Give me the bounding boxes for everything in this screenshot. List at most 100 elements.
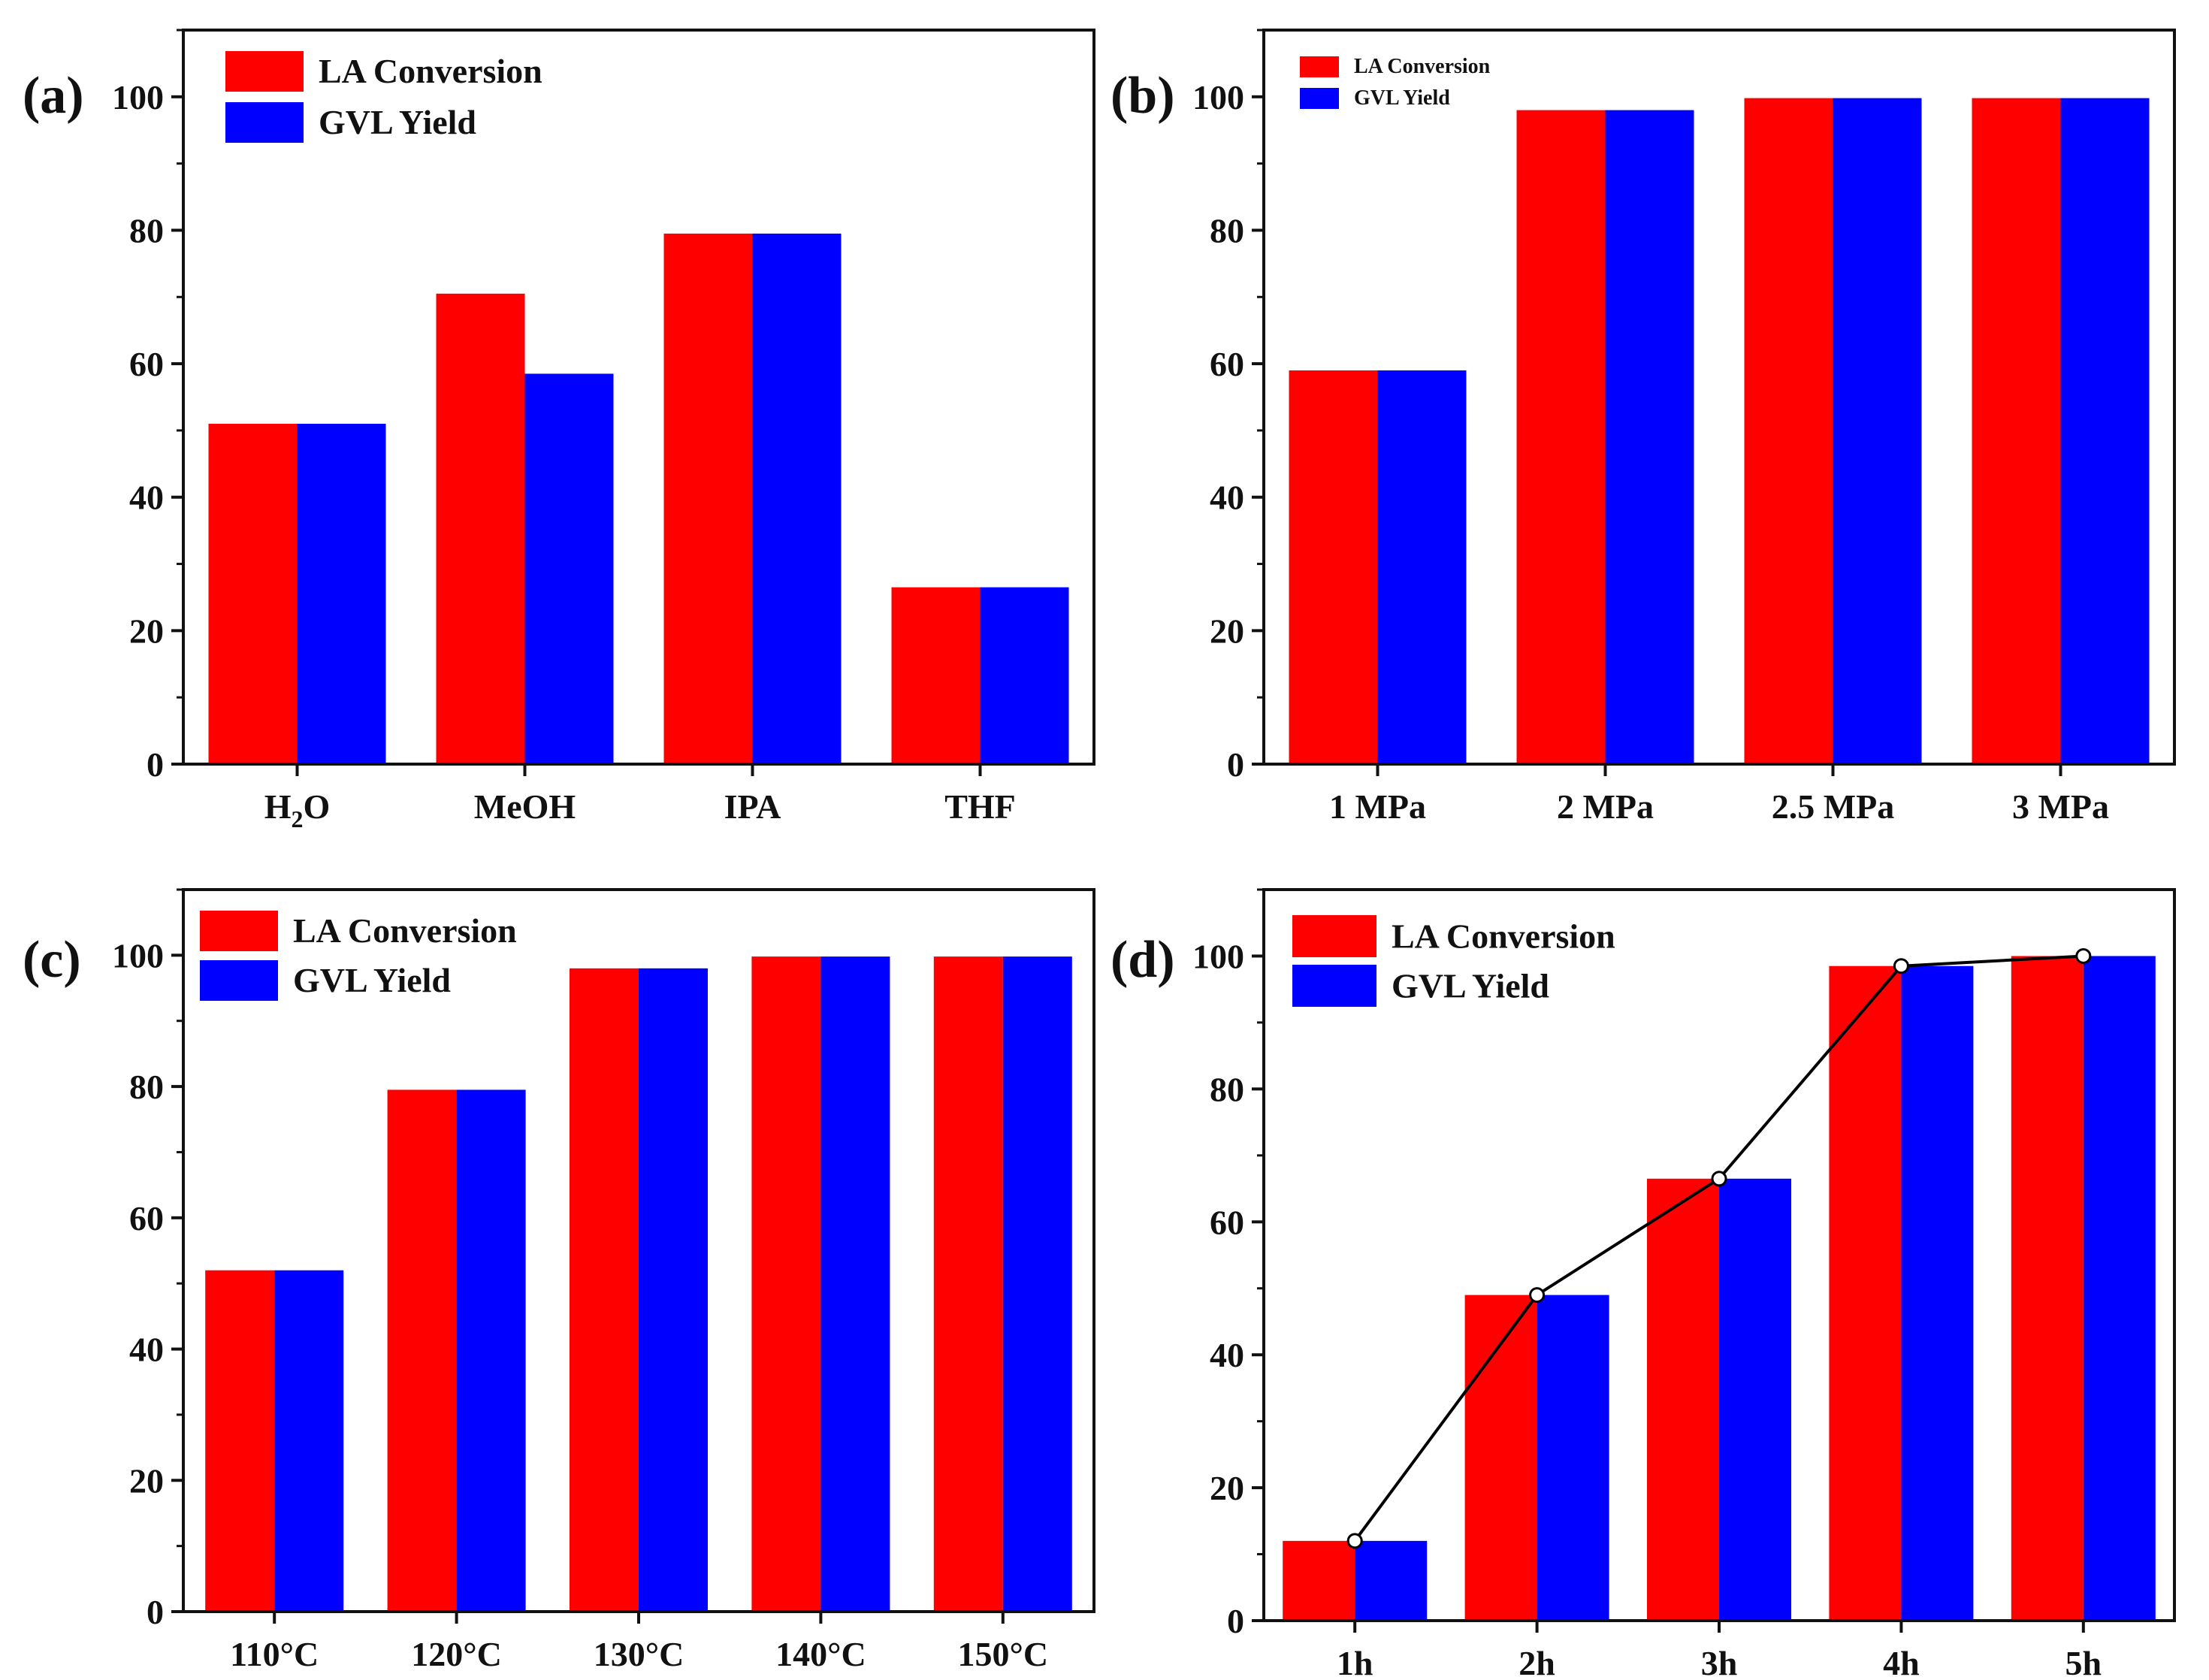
- bar-la-conversion-0: [1289, 370, 1378, 764]
- panel-label: (c): [23, 931, 81, 989]
- x-tick-label-1: 120°C: [411, 1635, 502, 1673]
- y-tick-label-80: 80: [129, 211, 164, 249]
- legend-label-gvl-yield: GVL Yield: [293, 961, 451, 999]
- y-tick-label-0: 0: [147, 745, 164, 784]
- x-tick-label-3: 140°C: [775, 1635, 866, 1673]
- bar-la-conversion-4: [2011, 956, 2084, 1621]
- y-tick-label-100: 100: [112, 936, 164, 974]
- bar-gvl-yield-4: [2083, 956, 2156, 1621]
- y-tick-label-0: 0: [1227, 1602, 1244, 1640]
- trend-point-4: [2075, 947, 2092, 964]
- x-tick-label-1: MeOH: [474, 787, 576, 826]
- y-tick-label-100: 100: [112, 78, 164, 116]
- y-tick-label-20: 20: [1210, 612, 1244, 650]
- bar-gvl-yield-3: [1901, 965, 1974, 1621]
- bar-gvl-yield-3: [820, 956, 890, 1612]
- bar-la-conversion-0: [205, 1270, 275, 1612]
- bar-la-conversion-2: [570, 968, 639, 1612]
- bar-gvl-yield-0: [274, 1270, 344, 1612]
- legend-swatch-gvl-yield: [1292, 965, 1376, 1007]
- y-tick-label-100: 100: [1192, 937, 1244, 975]
- trend-point-3: [1893, 958, 1909, 974]
- plot-frame: [182, 29, 1095, 766]
- bar-la-conversion-3: [751, 956, 821, 1612]
- bar-la-conversion-2: [1744, 98, 1833, 764]
- bar-la-conversion-3: [891, 587, 981, 764]
- y-tick-label-40: 40: [1210, 1336, 1244, 1374]
- x-tick-label-3: 4h: [1883, 1644, 1920, 1680]
- y-tick-label-0: 0: [147, 1593, 164, 1631]
- legend-label-gvl-yield: GVL Yield: [1354, 86, 1450, 110]
- x-tick-label-0: 1 MPa: [1329, 787, 1426, 826]
- bar-gvl-yield-4: [1002, 956, 1072, 1612]
- bar-gvl-yield-3: [980, 587, 1069, 764]
- bar-gvl-yield-0: [1355, 1540, 1428, 1621]
- y-tick-label-0: 0: [1227, 745, 1244, 784]
- legend-label-la-conversion: LA Conversion: [293, 911, 517, 950]
- y-tick-label-80: 80: [1210, 211, 1244, 249]
- panel-label: (d): [1111, 931, 1175, 989]
- y-tick-label-20: 20: [1210, 1469, 1244, 1507]
- x-tick-label-2: 130°C: [594, 1635, 684, 1673]
- y-tick-label-60: 60: [1210, 345, 1244, 383]
- legend-swatch-la-conversion: [200, 911, 278, 951]
- bar-la-conversion-0: [208, 424, 298, 764]
- bar-gvl-yield-0: [1377, 370, 1467, 764]
- legend-swatch-la-conversion: [1300, 56, 1339, 77]
- trend-point-2: [1711, 1171, 1727, 1187]
- x-tick-label-2: 2.5 MPa: [1772, 787, 1895, 826]
- legend-label-la-conversion: LA Conversion: [319, 52, 542, 90]
- x-tick-label-0: H2O: [264, 787, 331, 832]
- y-tick-label-60: 60: [129, 345, 164, 383]
- y-tick-label-20: 20: [129, 612, 164, 650]
- y-tick-label-40: 40: [129, 479, 164, 517]
- y-tick-label-20: 20: [129, 1461, 164, 1500]
- bar-gvl-yield-0: [297, 424, 386, 764]
- legend-label-gvl-yield: GVL Yield: [319, 103, 476, 141]
- bar-gvl-yield-1: [456, 1089, 526, 1612]
- x-tick-label-2: 3h: [1701, 1644, 1738, 1680]
- legend-swatch-gvl-yield: [200, 960, 278, 1001]
- bar-la-conversion-1: [387, 1089, 457, 1612]
- bar-gvl-yield-3: [2060, 98, 2150, 764]
- legend-label-la-conversion: LA Conversion: [1354, 55, 1491, 78]
- bar-gvl-yield-2: [639, 968, 708, 1612]
- bar-la-conversion-2: [663, 233, 753, 764]
- bar-la-conversion-1: [436, 293, 525, 765]
- y-tick-label-60: 60: [1210, 1203, 1244, 1241]
- bar-gvl-yield-2: [1833, 98, 1922, 764]
- bar-la-conversion-1: [1464, 1295, 1537, 1621]
- bar-la-conversion-3: [1829, 965, 1902, 1621]
- bar-gvl-yield-1: [1605, 110, 1694, 765]
- chart-panel-b: 0 20 40 60 80 100 1 MPa 2 MPa 2.5 MPa 3 MPa (b) LA …: [1111, 29, 2176, 826]
- chart-panel-d: 0 20 40 60 80 100 1h 2h 3h 4h 5h (d) LA Conversion GV…: [1111, 888, 2176, 1680]
- bar-gvl-yield-2: [1719, 1178, 1791, 1621]
- legend-swatch-gvl-yield: [1300, 88, 1339, 109]
- x-tick-label-1: 2 MPa: [1557, 787, 1654, 826]
- x-tick-label-3: THF: [944, 787, 1016, 826]
- x-tick-label-2: IPA: [724, 787, 781, 826]
- bar-gvl-yield-2: [752, 233, 842, 764]
- x-tick-label-4: 150°C: [957, 1635, 1048, 1673]
- trend-point-0: [1346, 1533, 1363, 1549]
- y-tick-label-100: 100: [1192, 78, 1244, 116]
- bar-gvl-yield-1: [524, 373, 614, 764]
- panel-label: (a): [23, 67, 84, 125]
- y-tick-label-80: 80: [1210, 1070, 1244, 1108]
- x-tick-label-0: 110°C: [230, 1635, 319, 1673]
- trend-point-1: [1529, 1287, 1546, 1304]
- y-tick-label-40: 40: [129, 1331, 164, 1369]
- y-tick-label-60: 60: [129, 1199, 164, 1237]
- bar-la-conversion-2: [1647, 1178, 1719, 1621]
- bar-gvl-yield-1: [1537, 1295, 1609, 1621]
- bar-la-conversion-4: [933, 956, 1003, 1612]
- chart-panel-c: 0 20 40 60 80 100 110°C 120°C 130°C 140°C 150°C (c)…: [23, 888, 1095, 1673]
- x-tick-label-1: 2h: [1518, 1644, 1555, 1680]
- chart-panel-a: 0 20 40 60 80 100 H2O MeOH IPA THF (a) LA Conversio…: [23, 29, 1095, 832]
- legend-swatch-la-conversion: [1292, 915, 1376, 957]
- bar-la-conversion-3: [1972, 98, 2061, 764]
- plot-frame: [1262, 29, 2176, 766]
- y-tick-label-80: 80: [129, 1068, 164, 1106]
- panel-label: (b): [1111, 67, 1175, 125]
